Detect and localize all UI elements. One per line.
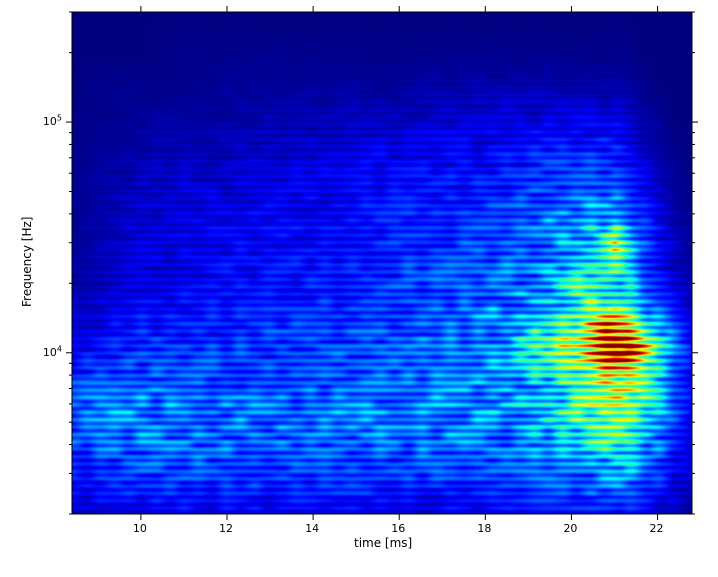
x-tick-label: 16 [391,522,405,535]
figure: time [ms] Frequency [Hz] 10121416182022 … [0,0,718,577]
y-tick-label: 105 [43,115,62,128]
x-tick-label: 12 [219,522,233,535]
y-tick-label: 104 [43,346,62,359]
x-tick-label: 22 [650,522,664,535]
spectrogram-plot [72,12,692,514]
y-axis-label: Frequency [Hz] [20,217,34,308]
x-tick-label: 14 [305,522,319,535]
x-axis-label: time [ms] [354,536,412,550]
x-tick-label: 20 [563,522,577,535]
spectrogram-canvas [72,12,692,514]
x-tick-label: 10 [133,522,147,535]
x-tick-label: 18 [477,522,491,535]
